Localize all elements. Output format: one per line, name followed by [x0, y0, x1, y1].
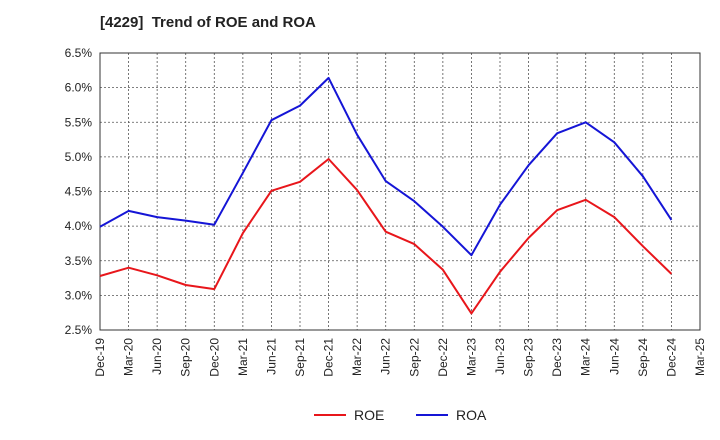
x-tick-label: Dec-21 — [322, 338, 336, 377]
series — [99, 76, 673, 315]
y-tick-label: 6.0% — [65, 81, 93, 95]
legend-label-roe: ROE — [354, 407, 384, 423]
legend-label-roa: ROA — [456, 407, 487, 423]
x-tick-label: Dec-20 — [207, 338, 221, 377]
x-tick-label: Sep-20 — [179, 338, 193, 377]
x-tick-label: Sep-23 — [522, 338, 536, 377]
y-tick-label: 3.5% — [65, 254, 93, 268]
series-line-roe — [99, 158, 673, 315]
series-line-roa — [99, 76, 673, 257]
x-tick-label: Jun-24 — [607, 338, 621, 375]
x-tick-label: Dec-19 — [93, 338, 107, 377]
axes: 2.5% 3.0% 3.5% 4.0% 4.5% 5.0% 5.5% 6.0% 6.5% Dec-… — [65, 46, 707, 377]
y-tick-label: 4.5% — [65, 185, 93, 199]
x-tick-label: Sep-21 — [293, 338, 307, 377]
y-tick-label: 3.0% — [65, 288, 93, 302]
y-tick-label: 2.5% — [65, 323, 93, 337]
x-tick-label: Dec-24 — [664, 338, 678, 377]
x-tick-label: Mar-23 — [464, 338, 478, 376]
x-tick-label: Jun-23 — [493, 338, 507, 375]
plot-frame — [99, 52, 701, 331]
chart-title: [4229] Trend of ROE and ROA — [100, 14, 316, 31]
y-tick-label: 5.5% — [65, 115, 93, 129]
x-tick-label: Dec-22 — [436, 338, 450, 377]
x-tick-label: Sep-22 — [407, 338, 421, 377]
x-tick-label: Jun-21 — [264, 338, 278, 375]
x-tick-label: Mar-20 — [122, 338, 136, 376]
y-tick-label: 6.5% — [65, 46, 93, 60]
x-tick-label: Mar-24 — [579, 338, 593, 376]
x-tick-label: Jun-20 — [150, 338, 164, 375]
x-tick-label: Mar-21 — [236, 338, 250, 376]
x-tick-label: Mar-22 — [350, 338, 364, 376]
y-tick-label: 4.0% — [65, 219, 93, 233]
legend: ROE ROA — [314, 407, 487, 423]
x-tick-label: Mar-25 — [693, 338, 707, 376]
x-tick-label: Dec-23 — [550, 338, 564, 377]
x-tick-label: Jun-22 — [379, 338, 393, 375]
y-tick-label: 5.0% — [65, 150, 93, 164]
x-tick-label: Sep-24 — [636, 338, 650, 377]
